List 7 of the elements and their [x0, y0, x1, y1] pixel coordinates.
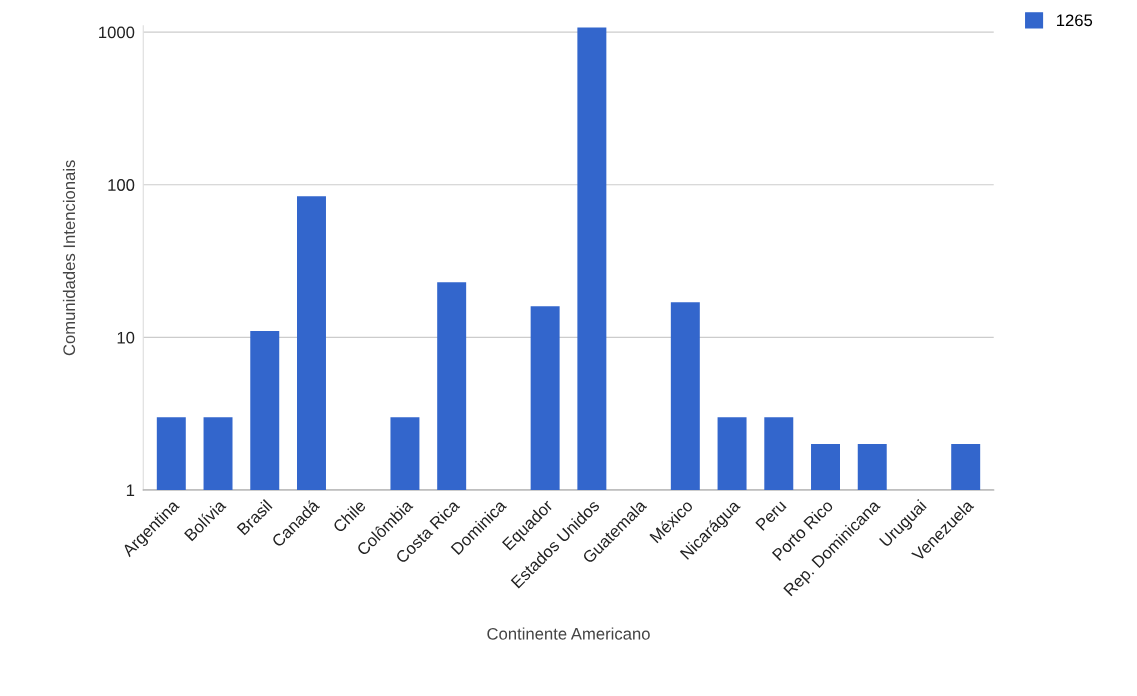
y-tick-label: 1 [126, 484, 135, 497]
y-axis-title: Comunidades Intencionais [62, 160, 76, 356]
y-tick-label: 10 [117, 331, 135, 344]
x-axis-title: Continente Americano [487, 627, 650, 640]
legend-label: 1265 [1057, 14, 1093, 27]
y-tick-label: 100 [108, 179, 135, 191]
y-tick-label: 1000 [99, 26, 135, 39]
